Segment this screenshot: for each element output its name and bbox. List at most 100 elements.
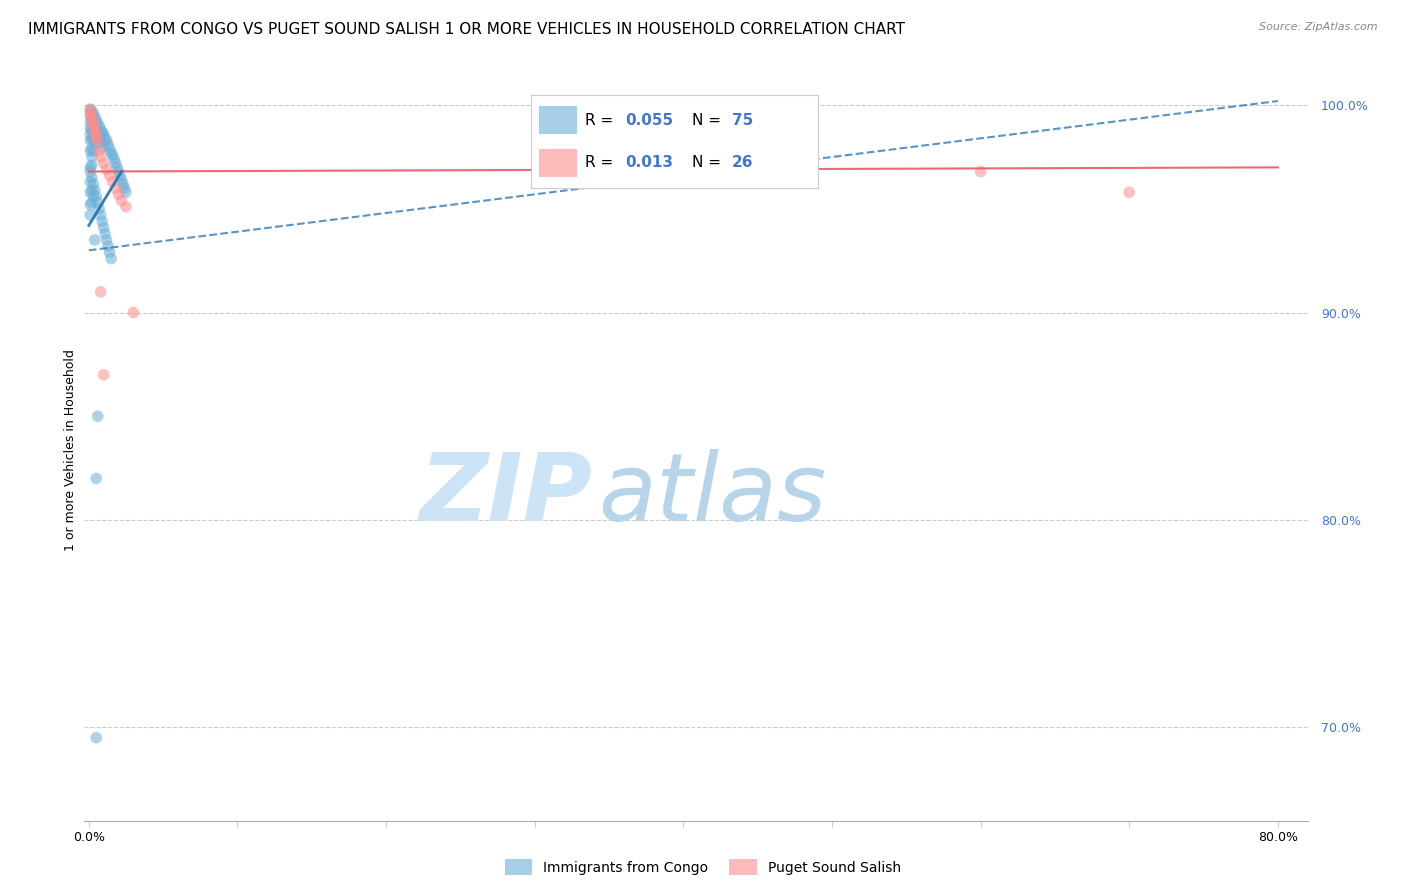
Point — [82, 114, 104, 128]
Point — [84, 112, 107, 127]
Point — [969, 164, 991, 178]
Point — [103, 152, 125, 166]
Point — [79, 144, 101, 158]
Point — [91, 214, 114, 228]
Point — [90, 208, 112, 222]
Point — [79, 133, 101, 147]
Point — [80, 158, 103, 172]
Point — [83, 233, 105, 247]
Point — [101, 175, 124, 189]
Point — [83, 131, 105, 145]
Point — [96, 162, 118, 177]
Point — [84, 123, 107, 137]
Point — [87, 127, 110, 141]
Point — [115, 200, 138, 214]
Point — [100, 145, 122, 160]
Y-axis label: 1 or more Vehicles in Household: 1 or more Vehicles in Household — [65, 350, 77, 551]
Text: atlas: atlas — [598, 450, 827, 541]
Legend: Immigrants from Congo, Puget Sound Salish: Immigrants from Congo, Puget Sound Salis… — [499, 854, 907, 880]
Point — [87, 133, 110, 147]
Point — [98, 169, 121, 183]
Point — [79, 186, 101, 200]
Point — [80, 170, 103, 185]
Point — [89, 131, 111, 145]
Point — [82, 144, 104, 158]
Point — [115, 186, 138, 200]
Point — [104, 156, 127, 170]
Point — [110, 194, 132, 208]
Point — [82, 119, 104, 133]
Point — [90, 150, 112, 164]
Point — [79, 161, 101, 175]
Point — [105, 161, 128, 175]
Point — [80, 195, 103, 210]
Point — [80, 109, 103, 123]
Point — [80, 142, 103, 156]
Point — [80, 112, 103, 127]
Text: Source: ZipAtlas.com: Source: ZipAtlas.com — [1260, 22, 1378, 32]
Point — [83, 120, 105, 135]
Point — [84, 127, 107, 141]
Point — [79, 164, 101, 178]
Point — [93, 139, 115, 153]
Point — [79, 106, 101, 120]
Point — [98, 142, 121, 156]
Point — [82, 133, 104, 147]
Point — [93, 368, 115, 382]
Point — [1118, 186, 1140, 200]
Point — [80, 150, 103, 164]
Point — [87, 409, 110, 424]
Point — [93, 127, 115, 141]
Point — [82, 177, 104, 191]
Point — [97, 239, 120, 253]
Point — [111, 177, 134, 191]
Point — [84, 471, 107, 485]
Point — [83, 120, 105, 135]
Point — [79, 114, 101, 128]
Point — [97, 137, 120, 152]
Point — [108, 169, 131, 183]
Point — [107, 164, 129, 178]
Point — [110, 173, 132, 187]
Point — [89, 119, 111, 133]
Point — [87, 117, 110, 131]
Point — [82, 189, 104, 203]
Text: IMMIGRANTS FROM CONGO VS PUGET SOUND SALISH 1 OR MORE VEHICLES IN HOUSEHOLD CORR: IMMIGRANTS FROM CONGO VS PUGET SOUND SAL… — [28, 22, 905, 37]
Point — [90, 285, 112, 299]
Point — [80, 131, 103, 145]
Point — [122, 305, 145, 319]
Point — [94, 131, 117, 145]
Point — [79, 103, 101, 117]
Point — [79, 109, 101, 123]
Point — [84, 731, 107, 745]
Point — [84, 136, 107, 150]
Point — [79, 175, 101, 189]
Point — [96, 233, 118, 247]
Point — [100, 252, 122, 266]
Point — [90, 123, 112, 137]
Point — [79, 103, 101, 117]
Point — [90, 136, 112, 150]
Point — [84, 189, 107, 203]
Point — [93, 220, 115, 235]
Point — [114, 181, 136, 195]
Point — [80, 112, 103, 127]
Point — [79, 208, 101, 222]
Point — [87, 195, 110, 210]
Point — [101, 148, 124, 162]
Point — [89, 202, 111, 216]
Point — [80, 183, 103, 197]
Point — [91, 125, 114, 139]
Text: ZIP: ZIP — [419, 449, 592, 541]
Point — [83, 111, 105, 125]
Point — [79, 197, 101, 211]
Point — [82, 117, 104, 131]
Point — [93, 156, 115, 170]
Point — [80, 104, 103, 119]
Point — [84, 131, 107, 145]
Point — [83, 125, 105, 139]
Point — [79, 120, 101, 135]
Point — [96, 133, 118, 147]
Point — [80, 123, 103, 137]
Point — [94, 227, 117, 241]
